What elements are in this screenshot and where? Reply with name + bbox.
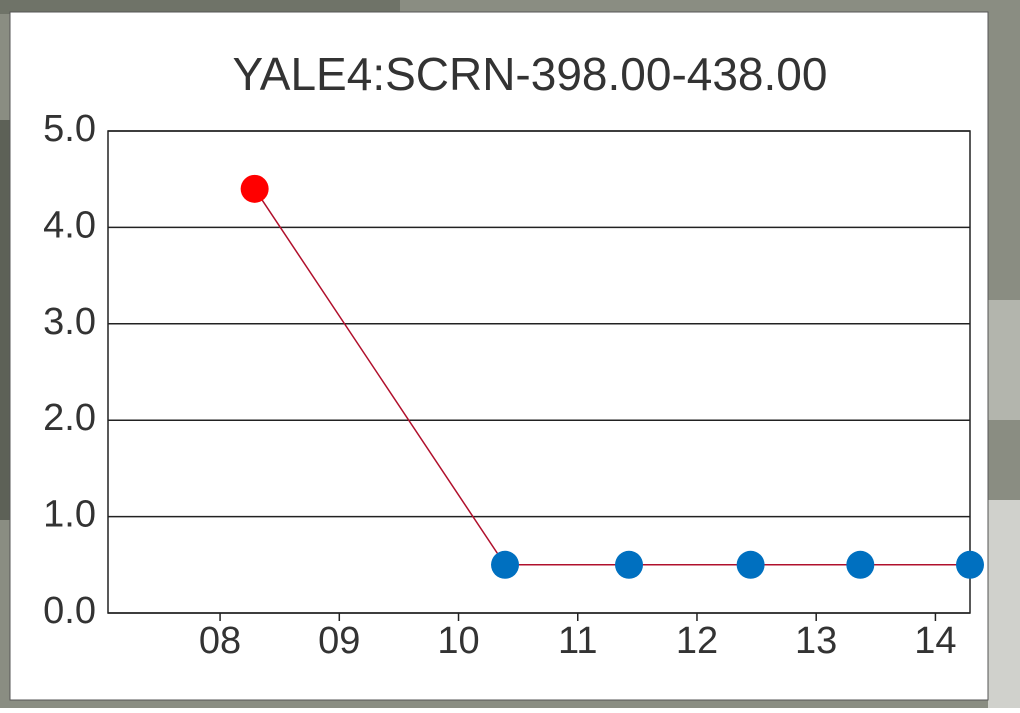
x-tick-label: 09 <box>318 620 360 662</box>
map-patch <box>0 120 10 520</box>
plot: 0.0 1.0 2.0 3.0 4.0 5.0 08 09 10 11 12 13 14 <box>43 108 984 662</box>
popup-panel <box>9 11 989 701</box>
data-point <box>956 550 984 579</box>
data-point <box>491 550 520 579</box>
x-tick-label: 12 <box>676 620 718 662</box>
y-tick-label: 0.0 <box>43 590 96 632</box>
data-point <box>736 550 765 579</box>
y-tick-label: 3.0 <box>43 301 96 343</box>
y-tick-label: 5.0 <box>43 108 96 150</box>
map-patch <box>988 300 1020 420</box>
map-patch <box>0 0 400 14</box>
x-tick-label: 08 <box>199 620 241 662</box>
data-point <box>615 550 644 579</box>
x-tick-label: 13 <box>795 620 837 662</box>
x-tick-label: 10 <box>437 620 479 662</box>
series-line <box>254 188 970 566</box>
data-point <box>846 550 875 579</box>
y-tick-label: 1.0 <box>43 494 96 536</box>
x-tick-label: 14 <box>914 620 956 662</box>
x-tick-label: 11 <box>558 620 597 662</box>
y-tick-label: 2.0 <box>43 397 96 439</box>
data-point <box>240 174 269 203</box>
chart-title: YALE4:SCRN-398.00-438.00 <box>233 48 828 100</box>
map-patch <box>988 500 1020 708</box>
y-tick-label: 4.0 <box>43 204 96 246</box>
